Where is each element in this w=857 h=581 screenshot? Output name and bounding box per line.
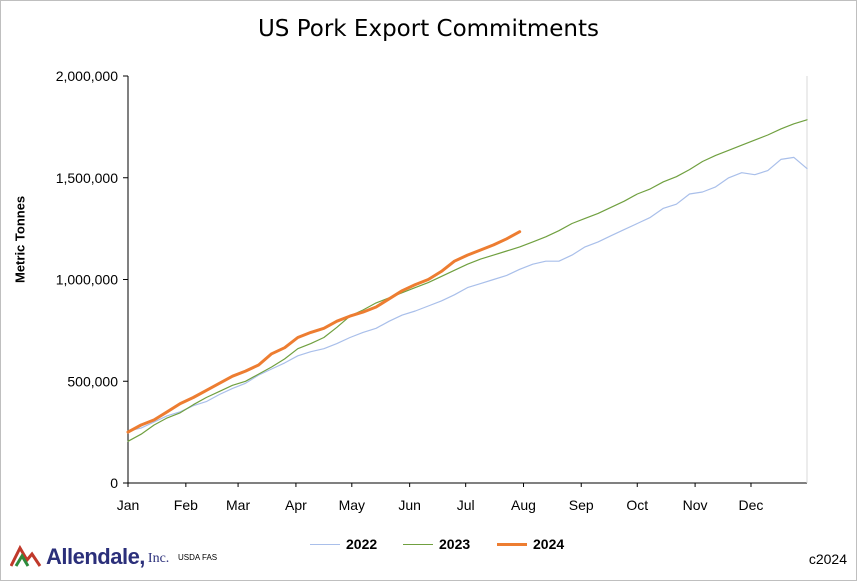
legend-item-2022: 2022	[310, 536, 377, 552]
x-tick-label: Apr	[285, 497, 307, 513]
allendale-logo: Allendale, Inc.	[10, 544, 169, 568]
x-tick-label: Jun	[398, 497, 421, 513]
x-tick-label: Nov	[683, 497, 708, 513]
legend-label-2022: 2022	[346, 536, 378, 552]
x-tick-label: May	[339, 497, 365, 513]
allendale-logo-icon	[10, 544, 42, 567]
chart-legend: 2022 2023 2024	[0, 536, 857, 556]
legend-item-2024: 2024	[497, 536, 564, 552]
y-tick-label: 1,500,000	[56, 170, 118, 186]
logo-text: Allendale,	[46, 544, 145, 569]
y-tick-label: 1,000,000	[56, 272, 118, 288]
x-tick-label: Mar	[226, 497, 250, 513]
series-line-2024	[126, 230, 522, 434]
x-tick-label: Dec	[739, 497, 764, 513]
x-tick-label: Sep	[569, 497, 594, 513]
x-tick-label: Oct	[626, 497, 648, 513]
legend-swatch-2022	[310, 543, 340, 545]
y-axis-label: Metric Tonnes	[13, 196, 28, 283]
y-tick-label: 2,000,000	[56, 68, 118, 84]
x-tick-label: Aug	[511, 497, 536, 513]
logo-suffix: Inc.	[147, 551, 170, 566]
copyright-note: c2024	[808, 551, 847, 567]
y-tick-label: 500,000	[67, 373, 118, 389]
legend-label-2024: 2024	[533, 536, 565, 552]
legend-swatch-2024	[497, 542, 527, 546]
legend-item-2023: 2023	[403, 536, 470, 552]
series-line-2022	[127, 156, 808, 432]
x-tick-label: Jan	[117, 497, 140, 513]
legend-label-2023: 2023	[439, 536, 471, 552]
series-line-2023	[127, 119, 808, 442]
x-tick-label: Feb	[174, 497, 198, 513]
x-tick-label: Jul	[457, 497, 475, 513]
chart-title: US Pork Export Commitments	[257, 16, 600, 42]
legend-swatch-2023	[403, 543, 433, 545]
y-tick-label: 0	[110, 475, 118, 491]
source-note: USDA FAS	[178, 553, 218, 562]
